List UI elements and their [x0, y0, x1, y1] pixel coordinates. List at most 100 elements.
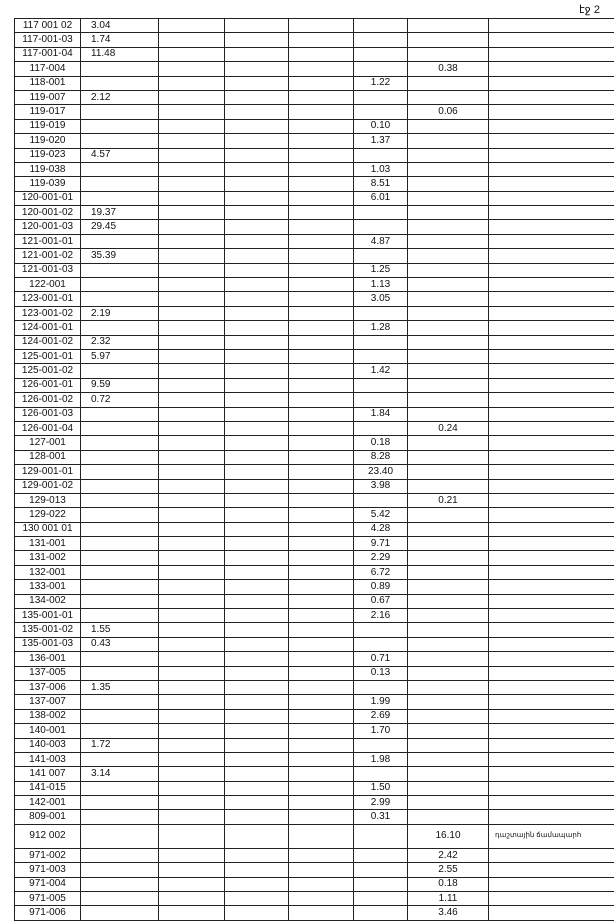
value-cell: [408, 191, 489, 205]
value-cell: [225, 177, 289, 191]
value-cell: [408, 206, 489, 220]
value-cell: [289, 278, 354, 292]
value-cell: 2.32: [81, 335, 159, 349]
value-cell: 0.72: [81, 393, 159, 407]
code-cell: 138-002: [15, 709, 81, 723]
value-cell: [289, 119, 354, 133]
value-cell: [289, 349, 354, 363]
value-cell: [354, 47, 408, 61]
value-cell: [289, 892, 354, 906]
value-cell: [408, 781, 489, 795]
value-cell: [289, 824, 354, 848]
value-cell: [489, 436, 614, 450]
value-cell: [159, 19, 225, 33]
value-cell: [159, 824, 225, 848]
value-cell: [159, 551, 225, 565]
value-cell: 0.38: [408, 62, 489, 76]
value-cell: [489, 892, 614, 906]
value-cell: [289, 877, 354, 891]
value-cell: [81, 493, 159, 507]
value-cell: [489, 537, 614, 551]
value-cell: [354, 892, 408, 906]
value-cell: [159, 263, 225, 277]
value-cell: [489, 349, 614, 363]
page-number: էջ 2: [579, 3, 600, 16]
value-cell: [289, 695, 354, 709]
value-cell: 0.21: [408, 493, 489, 507]
code-cell: 131-001: [15, 537, 81, 551]
value-cell: 0.13: [354, 666, 408, 680]
value-cell: [81, 781, 159, 795]
value-cell: [354, 738, 408, 752]
value-cell: [225, 537, 289, 551]
value-cell: [81, 580, 159, 594]
value-cell: [489, 134, 614, 148]
code-cell: 141-003: [15, 752, 81, 766]
value-cell: [354, 335, 408, 349]
code-cell: 129-022: [15, 508, 81, 522]
value-cell: [159, 709, 225, 723]
value-cell: [81, 709, 159, 723]
value-cell: [81, 191, 159, 205]
value-cell: [489, 637, 614, 651]
value-cell: [159, 594, 225, 608]
value-cell: [489, 90, 614, 104]
value-cell: [289, 848, 354, 862]
value-cell: 11.48: [81, 47, 159, 61]
value-cell: [159, 609, 225, 623]
value-cell: [408, 450, 489, 464]
value-cell: [408, 378, 489, 392]
value-cell: [408, 335, 489, 349]
code-cell: 120-001-03: [15, 220, 81, 234]
value-cell: [489, 292, 614, 306]
value-cell: [408, 33, 489, 47]
value-cell: [489, 848, 614, 862]
value-cell: 5.97: [81, 349, 159, 363]
value-cell: [225, 393, 289, 407]
value-cell: [225, 738, 289, 752]
value-cell: 1.55: [81, 623, 159, 637]
value-cell: 5.42: [354, 508, 408, 522]
value-cell: [408, 479, 489, 493]
value-cell: [489, 306, 614, 320]
value-cell: [489, 652, 614, 666]
value-cell: 0.31: [354, 810, 408, 824]
value-cell: [159, 537, 225, 551]
value-cell: [81, 863, 159, 877]
value-cell: 1.37: [354, 134, 408, 148]
code-cell: 135-001-03: [15, 637, 81, 651]
value-cell: [159, 335, 225, 349]
code-cell: 119-019: [15, 119, 81, 133]
value-cell: [354, 306, 408, 320]
value-cell: [159, 666, 225, 680]
value-cell: [289, 565, 354, 579]
value-cell: [489, 76, 614, 90]
value-cell: [81, 508, 159, 522]
value-cell: [225, 863, 289, 877]
value-cell: [489, 148, 614, 162]
value-cell: [225, 522, 289, 536]
value-cell: [354, 206, 408, 220]
code-cell: 128-001: [15, 450, 81, 464]
code-cell: 120-001-02: [15, 206, 81, 220]
value-cell: [289, 177, 354, 191]
value-cell: [408, 19, 489, 33]
value-cell: [225, 810, 289, 824]
value-cell: [225, 767, 289, 781]
value-cell: [289, 364, 354, 378]
code-cell: 125-001-01: [15, 349, 81, 363]
value-cell: [289, 738, 354, 752]
value-cell: [159, 652, 225, 666]
code-cell: 117-001-03: [15, 33, 81, 47]
value-cell: [489, 666, 614, 680]
